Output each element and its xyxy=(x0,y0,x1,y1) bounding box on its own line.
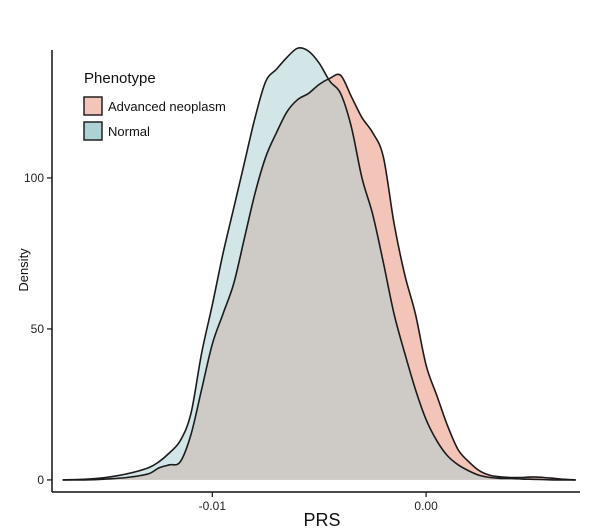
y-tick-label: 50 xyxy=(31,322,45,336)
y-tick-label: 0 xyxy=(37,473,44,487)
y-tick-label: 100 xyxy=(24,171,44,185)
legend-title: Phenotype xyxy=(84,70,156,87)
plot-area xyxy=(62,47,576,481)
axes: -0.01 0.00 0 50 100 PRS Density xyxy=(16,50,580,530)
legend: Phenotype Advanced neoplasm Normal xyxy=(83,70,226,141)
x-axis-title: PRS xyxy=(303,510,340,530)
density-line-normal xyxy=(62,47,576,481)
y-axis-title: Density xyxy=(16,248,31,292)
legend-label-normal: Normal xyxy=(108,124,150,139)
x-ticks: -0.01 0.00 xyxy=(199,492,438,513)
x-tick-label: -0.01 xyxy=(199,499,227,513)
y-ticks: 0 50 100 xyxy=(24,171,52,487)
x-tick-label: 0.00 xyxy=(414,499,438,513)
series-layer xyxy=(62,47,576,481)
density-area-normal xyxy=(62,47,576,480)
density-line-advanced-neoplasm xyxy=(62,73,576,481)
legend-label-advanced-neoplasm: Advanced neoplasm xyxy=(108,99,226,114)
legend-swatch-advanced-neoplasm xyxy=(83,96,103,116)
legend-swatch-normal xyxy=(83,121,103,141)
